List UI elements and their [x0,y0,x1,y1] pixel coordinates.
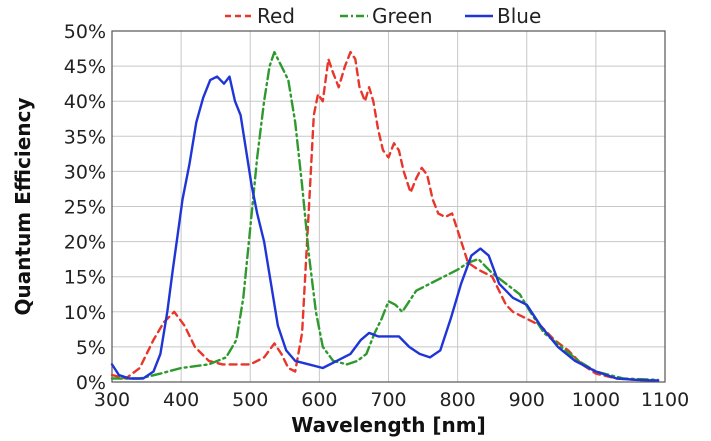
y-axis-title: Quantum Efficiency [11,98,35,316]
y-tick-label: 5% [76,337,106,359]
legend-label-green: Green [372,4,433,28]
y-tick-label: 0% [76,372,106,394]
x-tick-label: 400 [163,389,199,411]
y-tick-label: 30% [64,161,106,183]
series-layer [110,50,660,382]
y-tick-label: 10% [64,302,106,324]
y-tick-label: 45% [64,56,106,78]
x-tick-label: 800 [439,389,475,411]
x-tick-labels: 300 400 500 600 700 800 900 1000 1100 [94,389,689,411]
x-tick-label: 300 [94,389,130,411]
y-tick-label: 35% [64,126,106,148]
legend-label-blue: Blue [497,4,541,28]
plot-area-border [111,30,666,383]
series-line-red [110,50,660,382]
x-tick-label: 900 [509,389,545,411]
y-tick-label: 20% [64,232,106,254]
x-tick-label: 1000 [572,389,620,411]
y-tick-labels: 0% 5% 10% 15% 20% 25% 30% 35% 40% 45% 50% [64,21,106,394]
x-tick-label: 600 [301,389,337,411]
legend: Red Green Blue [225,4,541,28]
legend-label-red: Red [257,4,295,28]
x-tick-label: 500 [232,389,268,411]
y-tick-label: 50% [64,21,106,43]
y-tick-label: 25% [64,197,106,219]
x-tick-label: 700 [370,389,406,411]
x-tick-label: 1100 [641,389,689,411]
x-axis-title: Wavelength [nm] [291,413,486,437]
series-line-green [110,50,660,382]
y-tick-label: 15% [64,267,106,289]
y-tick-label: 40% [64,91,106,113]
series-line-blue [110,75,660,382]
grid-lines [111,30,666,383]
